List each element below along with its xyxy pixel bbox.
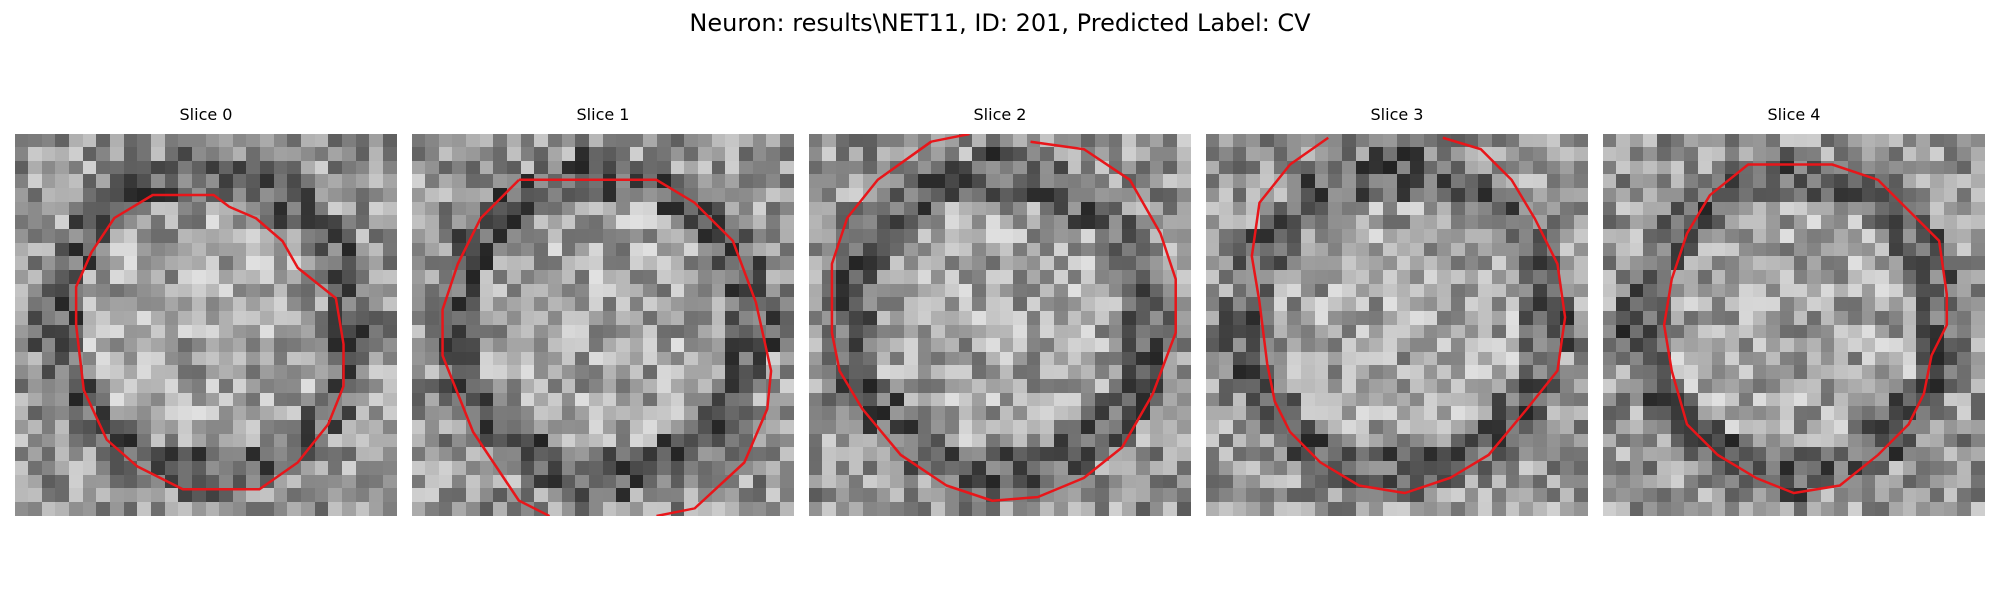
- slice-panel-4: Slice 4: [1603, 105, 1985, 516]
- slice-image-4: [1603, 134, 1985, 516]
- slice-title-0: Slice 0: [179, 105, 233, 124]
- figure-title: Neuron: results\NET11, ID: 201, Predicte…: [689, 9, 1311, 37]
- slice-image-2: [809, 134, 1191, 516]
- slice-title-4: Slice 4: [1767, 105, 1821, 124]
- slice-panel-1: Slice 1: [412, 105, 794, 516]
- slice-image-3: [1206, 134, 1588, 516]
- slice-image-0: [15, 134, 397, 516]
- slice-title-2: Slice 2: [973, 105, 1027, 124]
- slice-title-3: Slice 3: [1370, 105, 1424, 124]
- slice-panel-3: Slice 3: [1206, 105, 1588, 516]
- slice-panel-0: Slice 0: [15, 105, 397, 516]
- slice-panel-2: Slice 2: [809, 105, 1191, 516]
- slice-title-1: Slice 1: [576, 105, 630, 124]
- slice-image-1: [412, 134, 794, 516]
